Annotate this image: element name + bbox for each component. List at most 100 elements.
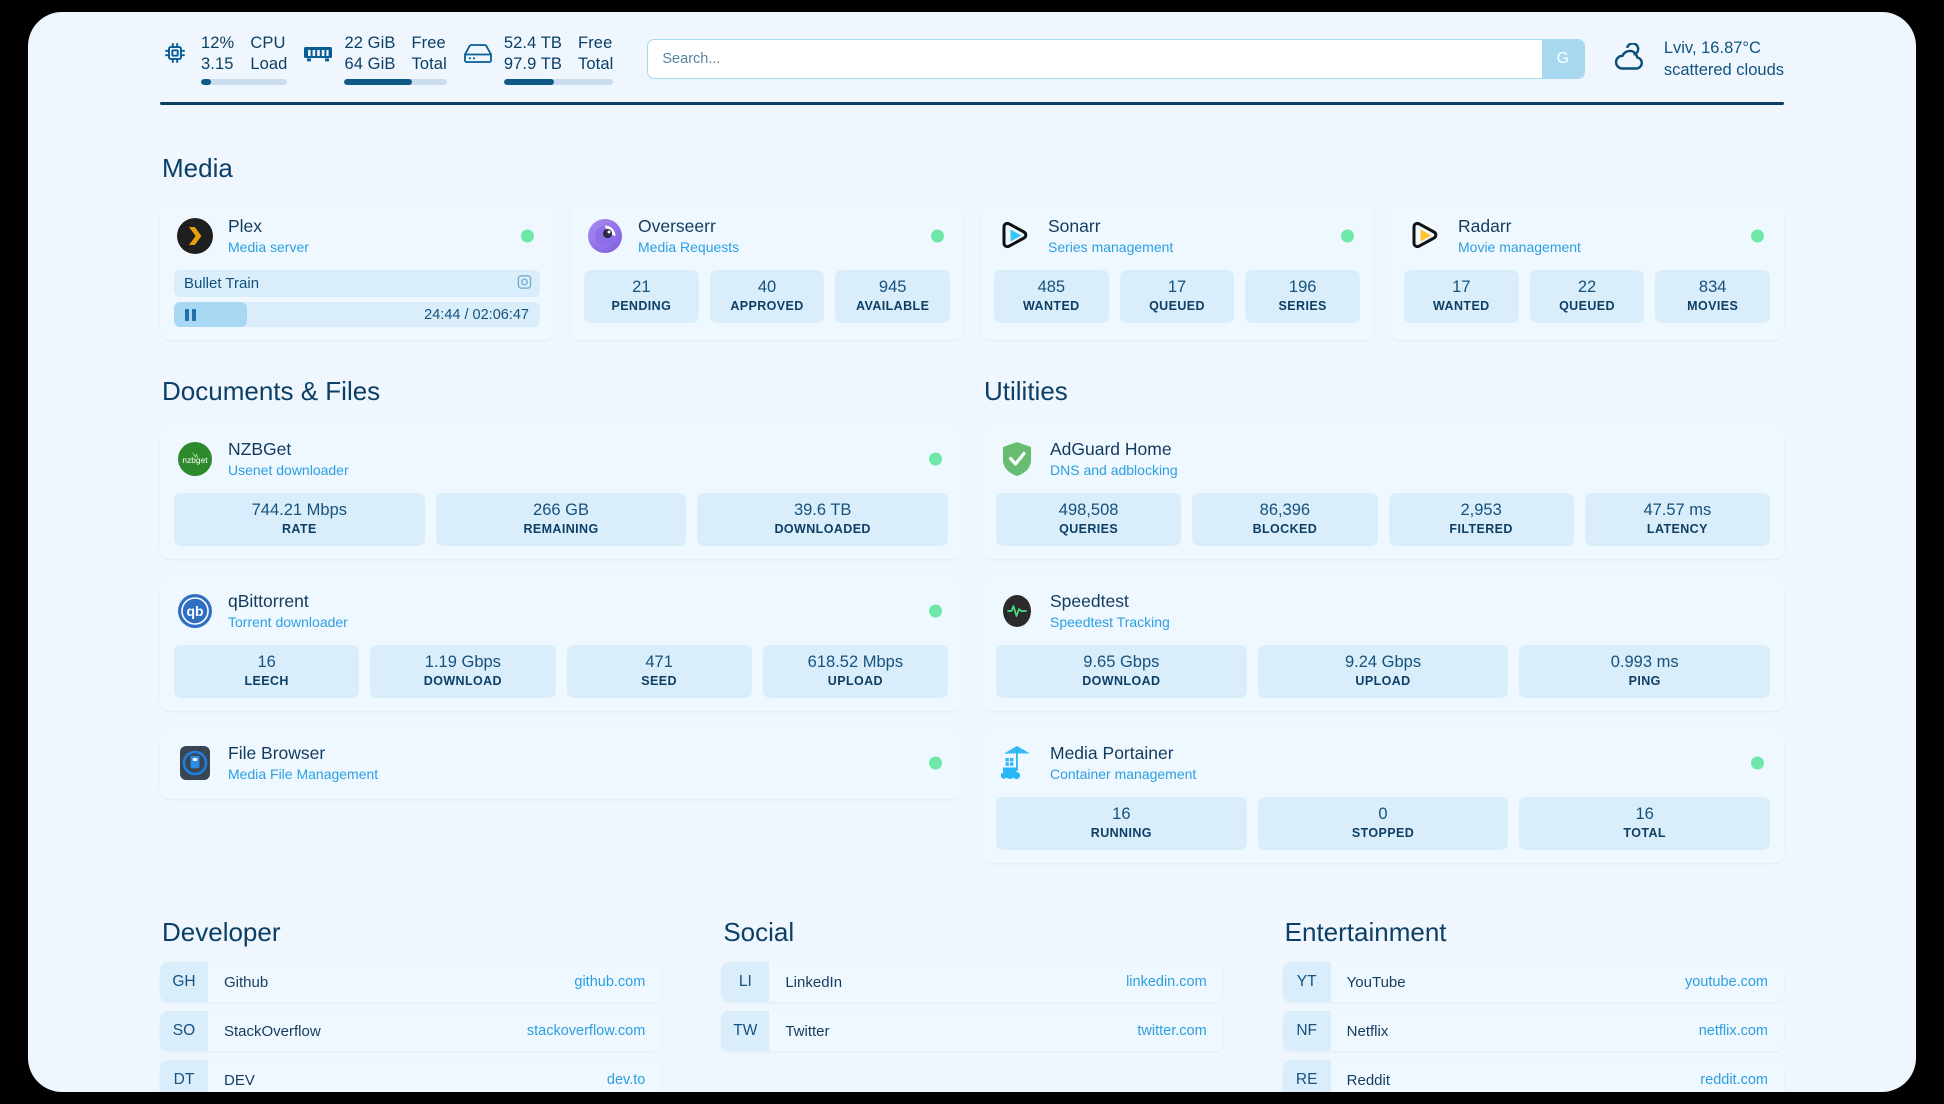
status-indicator-online <box>929 452 942 466</box>
documents-section: Documents & Files nzbget NZBGe <box>160 340 962 863</box>
search-area: G <box>647 39 1585 79</box>
utilities-section: Utilities AdGuard Home DNS and a <box>982 340 1784 863</box>
disk-labels: Free Total <box>578 33 613 75</box>
service-names: Sonarr Series management <box>1048 216 1173 256</box>
service-card-plex[interactable]: Plex Media server Bullet Train 24:44 / 0… <box>160 201 554 340</box>
cpu-label-bottom: Load <box>250 55 288 73</box>
memory-usage-bar <box>344 79 447 85</box>
pause-icon[interactable] <box>185 308 196 321</box>
bookmarks-area: Developer GH Github github.com SO StackO… <box>160 917 1784 1092</box>
stat-label: LEECH <box>244 674 289 688</box>
bookmark-item[interactable]: TW Twitter twitter.com <box>721 1011 1223 1051</box>
weather-condition: scattered clouds <box>1663 61 1784 79</box>
stat-value: 21 <box>632 278 651 296</box>
bookmark-name: DEV <box>224 1071 255 1089</box>
status-indicator-online <box>929 604 942 618</box>
media-service-grid: Plex Media server Bullet Train 24:44 / 0… <box>160 201 1784 340</box>
section-title-utilities: Utilities <box>984 376 1068 406</box>
utilities-service-list: AdGuard Home DNS and adblocking 498,508 … <box>982 424 1784 863</box>
service-card-radarr[interactable]: Radarr Movie management 17 WANTED 22 QUE… <box>1390 201 1784 340</box>
stat-label: BLOCKED <box>1252 522 1318 536</box>
stat-block: 39.6 TB DOWNLOADED <box>697 493 949 546</box>
stat-value: 498,508 <box>1058 501 1119 519</box>
service-card-adguard-home[interactable]: AdGuard Home DNS and adblocking 498,508 … <box>982 424 1784 559</box>
memory-icon <box>303 38 333 68</box>
service-card-speedtest[interactable]: Speedtest Speedtest Tracking 9.65 Gbps D… <box>982 576 1784 711</box>
bookmark-item[interactable]: SO StackOverflow stackoverflow.com <box>160 1011 662 1051</box>
service-names: File Browser Media File Management <box>228 743 378 783</box>
settings-icon[interactable] <box>517 274 532 293</box>
status-indicator-online <box>521 229 534 243</box>
section-title-media: Media <box>162 153 233 183</box>
service-names: Speedtest Speedtest Tracking <box>1050 591 1170 631</box>
stat-block: 498,508 QUERIES <box>996 493 1182 546</box>
stat-label: WANTED <box>1023 299 1080 313</box>
bookmark-name: Reddit <box>1346 1071 1391 1089</box>
stat-value: 485 <box>1037 278 1066 296</box>
search-input[interactable] <box>648 40 1542 78</box>
stat-label: QUERIES <box>1059 522 1119 536</box>
bookmark-item[interactable]: RE Reddit reddit.com <box>1282 1060 1784 1092</box>
adguard-logo <box>998 440 1036 478</box>
cpu-labels: CPU Load <box>250 33 287 75</box>
radarr-logo <box>1406 217 1444 255</box>
bookmark-list: YT YouTube youtube.com NF Netflix netfli… <box>1282 962 1784 1092</box>
search-box[interactable]: G <box>647 39 1585 79</box>
service-stats: 485 WANTED 17 QUEUED 196 SERIES <box>994 270 1361 323</box>
bookmark-abbr: NF <box>1282 1011 1331 1051</box>
service-card-media-portainer[interactable]: Media Portainer Container management 16 … <box>982 728 1784 863</box>
stat-label: DOWNLOAD <box>1082 674 1161 688</box>
bookmark-item[interactable]: YT YouTube youtube.com <box>1282 962 1784 1002</box>
bookmark-group-title: Social <box>723 917 795 947</box>
service-name: Plex <box>228 216 263 236</box>
cpu-widget: 12% 3.15 CPU Load <box>160 33 303 85</box>
service-name: AdGuard Home <box>1050 439 1172 459</box>
bookmark-abbr: GH <box>160 962 208 1002</box>
service-header: Media Portainer Container management <box>996 740 1770 786</box>
service-card-file-browser[interactable]: File Browser Media File Management <box>160 728 962 799</box>
bookmark-name: Twitter <box>785 1022 830 1040</box>
service-stats: 21 PENDING 40 APPROVED 945 AVAILABLE <box>584 270 951 323</box>
stat-value: 47.57 ms <box>1643 501 1712 519</box>
bookmark-abbr: DT <box>160 1060 208 1092</box>
stat-block: 86,396 BLOCKED <box>1192 493 1378 546</box>
stat-block: 16 RUNNING <box>996 797 1247 850</box>
stat-value: 22 <box>1577 278 1597 296</box>
cpu-icon <box>160 38 190 68</box>
bookmark-name: Netflix <box>1346 1022 1389 1040</box>
weather-widget: Lviv, 16.87°C scattered clouds <box>1611 37 1784 81</box>
memory-free: 22 GiB <box>344 34 396 52</box>
documents-service-list: nzbget NZBGet Usenet downloader 744.21 M… <box>160 424 962 799</box>
service-card-qbittorrent[interactable]: qb qBittorrent Torrent downloader 16 LEE… <box>160 576 962 711</box>
bookmark-url: netflix.com <box>1698 1023 1768 1039</box>
service-names: Overseerr Media Requests <box>638 216 739 256</box>
search-provider-button[interactable]: G <box>1541 40 1584 78</box>
bookmark-item[interactable]: DT DEV dev.to <box>160 1060 662 1092</box>
disk-label-top: Free <box>578 34 613 52</box>
bookmark-item[interactable]: GH Github github.com <box>160 962 662 1002</box>
status-indicator-online <box>1751 756 1764 770</box>
stat-label: LATENCY <box>1646 522 1708 536</box>
service-card-sonarr[interactable]: Sonarr Series management 485 WANTED 17 Q… <box>980 201 1374 340</box>
bookmark-abbr: SO <box>160 1011 208 1051</box>
stat-label: RUNNING <box>1090 826 1152 840</box>
stat-value: 17 <box>1452 278 1471 296</box>
resource-widgets: 12% 3.15 CPU Load <box>160 33 629 85</box>
bookmark-item[interactable]: LI LinkedIn linkedin.com <box>721 962 1223 1002</box>
now-playing-title: Bullet Train <box>184 275 260 292</box>
service-card-nzbget[interactable]: nzbget NZBGet Usenet downloader 744.21 M… <box>160 424 962 559</box>
service-card-overseerr[interactable]: Overseerr Media Requests 21 PENDING 40 A… <box>570 201 964 340</box>
memory-values: 22 GiB 64 GiB <box>344 33 395 75</box>
bookmark-abbr: LI <box>721 962 770 1002</box>
now-playing-progress-bar[interactable]: 24:44 / 02:06:47 <box>174 302 540 327</box>
service-description: Container management <box>1050 766 1197 782</box>
service-names: Media Portainer Container management <box>1050 743 1196 783</box>
bookmark-url: twitter.com <box>1137 1023 1207 1039</box>
memory-total: 64 GiB <box>344 55 396 73</box>
stat-block: 21 PENDING <box>584 270 699 323</box>
stat-value: 86,396 <box>1259 501 1311 519</box>
bookmark-item[interactable]: NF Netflix netflix.com <box>1282 1011 1784 1051</box>
memory-label-bottom: Total <box>411 55 447 73</box>
stat-value: 9.24 Gbps <box>1344 653 1422 671</box>
bookmark-url: reddit.com <box>1700 1072 1768 1088</box>
